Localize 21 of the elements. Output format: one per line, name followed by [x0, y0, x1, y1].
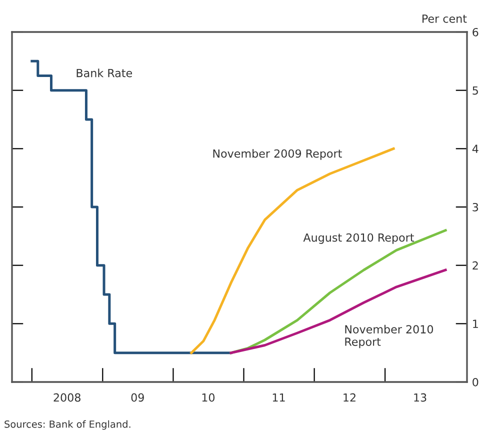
y-tick-label: 1 — [473, 320, 478, 328]
x-tick-label: 10 — [202, 393, 215, 402]
y-tick-label: 2 — [472, 261, 478, 270]
source-note: Sources: Bank of England. — [4, 420, 130, 430]
y-axis-title: Per cent — [422, 14, 467, 23]
series-label: November 2010 Report — [345, 324, 434, 348]
x-tick-label: 13 — [414, 393, 426, 402]
x-tick-label: 09 — [131, 393, 144, 402]
series-label: Bank Rate — [76, 68, 132, 78]
line-series — [230, 229, 447, 354]
series-label: August 2010 Report — [303, 233, 414, 244]
y-tick-label: 6 — [472, 28, 478, 36]
y-tick-label: 0 — [472, 378, 478, 386]
y-tick-label: 3 — [472, 202, 478, 212]
x-tick-label: 2008 — [54, 393, 80, 402]
x-tick-label: 11 — [272, 393, 285, 402]
y-tick-label: 4 — [472, 144, 478, 153]
series-label: November 2009 Report — [213, 149, 342, 160]
x-tick-label: 12 — [344, 393, 356, 402]
line-series — [230, 268, 447, 354]
y-tick-label: 5 — [472, 86, 478, 95]
